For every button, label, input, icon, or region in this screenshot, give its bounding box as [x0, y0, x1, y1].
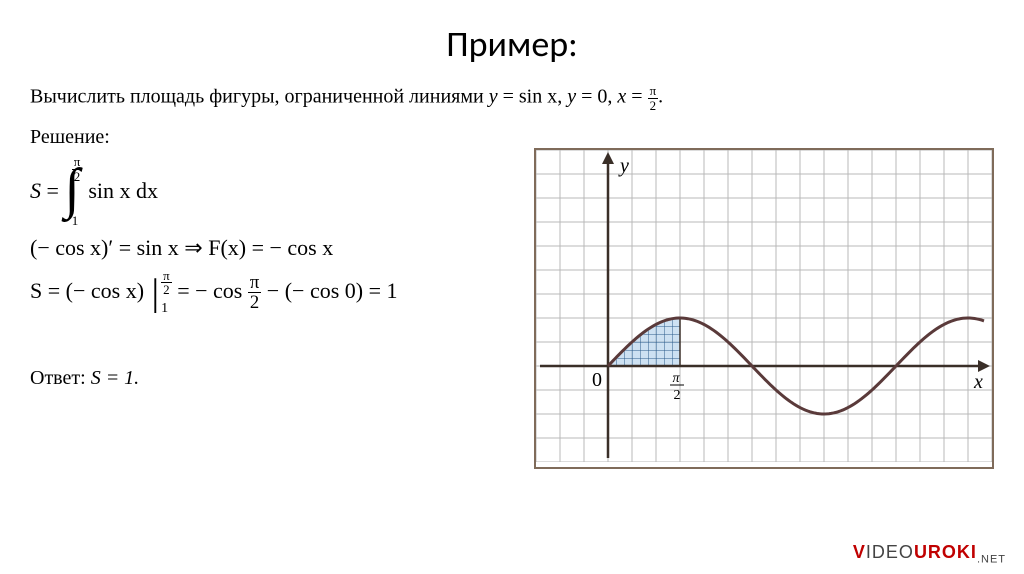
wm-uroki: UROKI [914, 542, 977, 562]
bar-up-den: 2 [161, 283, 172, 297]
problem-suffix: . [658, 86, 663, 108]
svg-text:π: π [672, 371, 680, 386]
svg-text:0: 0 [592, 369, 602, 391]
eq3-den: 2 [648, 99, 659, 113]
svg-text:y: y [618, 155, 629, 177]
wm-v: V [853, 542, 866, 562]
chart-svg: y x 0 π 2 [536, 150, 992, 462]
eq2-rhs: 0 [597, 86, 607, 108]
wm-ideo: IDEO [866, 542, 914, 562]
wm-net: .NET [977, 554, 1006, 566]
eq2-lhs: y [567, 86, 576, 108]
svg-text:x: x [973, 371, 983, 393]
answer-label: Ответ: [30, 367, 86, 389]
svg-text:2: 2 [674, 388, 681, 403]
bar-up-num: π [161, 269, 172, 284]
sine-chart: y x 0 π 2 [534, 148, 994, 469]
eq3-num: π [648, 84, 659, 99]
eval-mid2: − (− cos 0) = 1 [267, 278, 398, 303]
S-var: S [30, 178, 41, 204]
page-title: Пример: [0, 0, 1024, 66]
eq1-rhs: sin x [519, 86, 557, 108]
eq3-lhs: x [617, 86, 626, 108]
integrand: sin x dx [88, 178, 158, 204]
problem-prefix: Вычислить площадь фигуры, ограниченной л… [30, 86, 489, 108]
bar-low: 1 [161, 301, 172, 317]
solution-label: Решение: [30, 126, 994, 149]
eq3-frac: π 2 [648, 84, 659, 112]
eval-pre: S = (− cos x) [30, 278, 144, 303]
watermark: VIDEOUROKI.NET [853, 542, 1006, 566]
eval-frac: π 2 [248, 273, 261, 313]
integral-icon: ∫ [64, 167, 79, 212]
eval-bar-icon: | [152, 276, 160, 310]
problem-statement: Вычислить площадь фигуры, ограниченной л… [30, 84, 994, 112]
f-num: π [248, 273, 261, 294]
f-den: 2 [248, 293, 261, 313]
eval-mid1: = − cos [177, 278, 242, 303]
eq1-lhs: y [489, 86, 498, 108]
eq-sign: = [47, 178, 59, 204]
answer-value: S = 1. [91, 367, 140, 389]
